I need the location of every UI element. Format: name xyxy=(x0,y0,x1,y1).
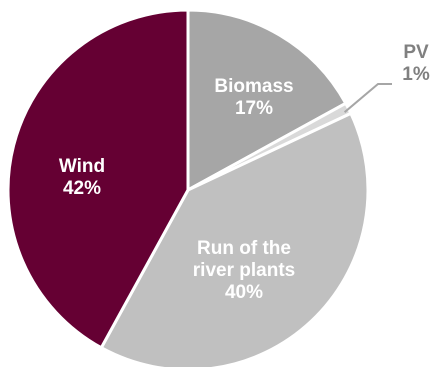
pie-slice-wind xyxy=(6,8,190,350)
pie-label-value: 40% xyxy=(225,282,263,303)
pie-slices xyxy=(6,8,370,367)
pie-label-name-part: river plants xyxy=(193,260,295,281)
pie-label-name: Biomass xyxy=(214,76,293,97)
pie-label-biomass: Biomass 17% xyxy=(214,76,293,119)
pie-label-value: 42% xyxy=(63,178,101,199)
pie-label-pv: PV 1% xyxy=(402,42,430,85)
pie-label-wind: Wind 42% xyxy=(59,156,105,199)
pie-label-run-of-the-river-plants: Run of the river plants 40% xyxy=(193,238,295,303)
pie-slice-biomass xyxy=(186,8,348,192)
pie-label-name: Wind xyxy=(59,156,105,177)
pie-label-value: 17% xyxy=(235,98,273,119)
pie-slice-run-of-the-river-plants xyxy=(99,111,370,367)
pie-labels: Biomass 17% PV 1% Run of the river plants 40% W… xyxy=(59,42,430,303)
pie-label-value: 1% xyxy=(402,64,430,85)
pie-label-name-part: Run of the xyxy=(197,238,291,259)
pie-leader-line-pv xyxy=(343,83,392,113)
pie-label-name: PV xyxy=(403,42,429,63)
